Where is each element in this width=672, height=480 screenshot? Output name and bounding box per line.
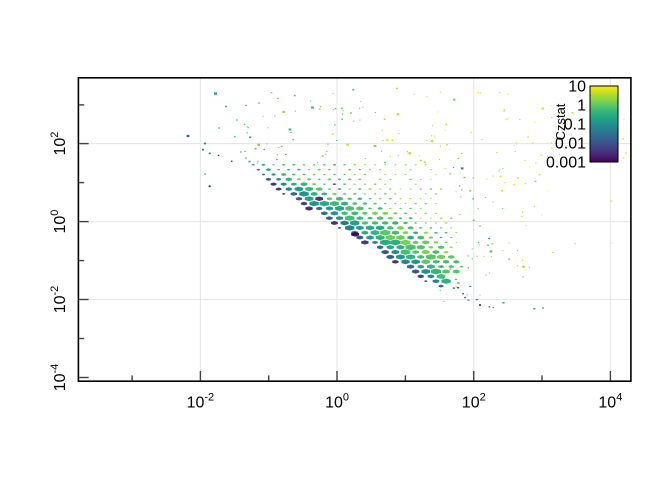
svg-text:0.01: 0.01	[555, 136, 586, 153]
svg-text:1: 1	[577, 98, 586, 115]
svg-text:0.1: 0.1	[564, 117, 586, 134]
svg-text:Czstat: Czstat	[553, 103, 568, 140]
svg-text:10: 10	[568, 79, 586, 96]
svg-text:0.001: 0.001	[546, 155, 586, 172]
